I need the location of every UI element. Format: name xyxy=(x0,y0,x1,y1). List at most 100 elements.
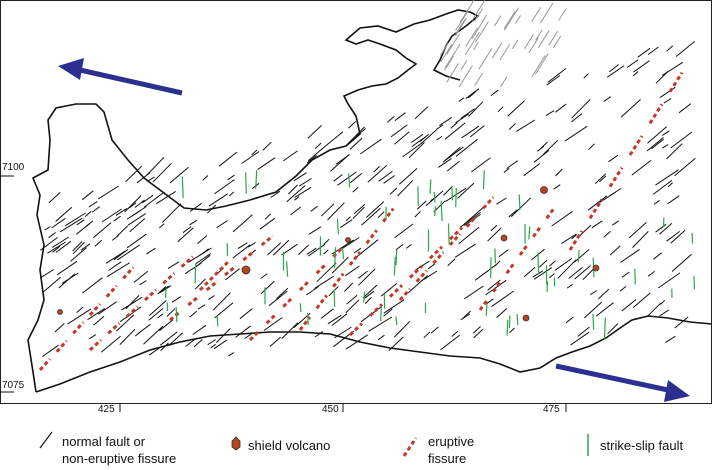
normal-fault-segment xyxy=(345,299,360,314)
normal-fault-segment xyxy=(632,292,651,308)
normal-fault-segment xyxy=(48,191,61,204)
normal-fault-segment xyxy=(281,322,299,339)
normal-fault-segment xyxy=(121,296,143,311)
normal-fault-segment xyxy=(105,250,126,264)
normal-fault-segment xyxy=(545,110,555,117)
strike-slip-segment xyxy=(451,187,454,201)
eruptive-fissure-segment xyxy=(213,270,220,277)
normal-fault-segment xyxy=(177,227,194,243)
offshore-fault-segment xyxy=(552,35,562,48)
normal-fault-segment xyxy=(666,45,674,52)
normal-fault-segment xyxy=(257,157,276,171)
normal-fault-segment xyxy=(675,41,696,57)
normal-fault-segment xyxy=(39,269,55,279)
normal-fault-segment xyxy=(487,227,502,242)
normal-fault-segment xyxy=(189,219,198,226)
normal-fault-segment xyxy=(554,257,573,271)
eruptive-fissure-segment xyxy=(648,103,664,125)
normal-fault-segment xyxy=(561,233,577,245)
eruptive-fissure-segment xyxy=(348,251,362,266)
normal-fault-segment xyxy=(503,168,510,173)
normal-fault-segment xyxy=(570,113,583,123)
offshore-fault-segment xyxy=(531,55,546,77)
normal-fault-segment xyxy=(80,243,91,251)
offshore-fault-segment xyxy=(440,42,450,56)
y-axis: 7100 7075 xyxy=(0,162,25,393)
shield-volcano-marker xyxy=(241,265,251,275)
eruptive-fissure-segment xyxy=(408,264,424,279)
normal-fault-segment xyxy=(55,206,73,222)
eruptive-fissure-segment xyxy=(260,234,274,247)
normal-fault-segment xyxy=(264,213,271,220)
normal-fault-segment xyxy=(92,222,112,239)
normal-fault-segment xyxy=(344,265,360,277)
eruptive-fissure-segment xyxy=(72,321,85,335)
strike-slip-segment xyxy=(395,316,398,326)
eruptive-fissure-segment xyxy=(518,243,530,256)
normal-fault-segment xyxy=(621,299,637,312)
strike-slip-segment xyxy=(518,194,521,211)
normal-fault-segment xyxy=(146,156,165,176)
normal-fault-segment xyxy=(620,248,640,263)
normal-fault-segment xyxy=(125,295,140,310)
offshore-fault-segment xyxy=(503,7,519,31)
normal-fault-segment xyxy=(225,268,240,281)
normal-fault-segment xyxy=(119,306,142,323)
normal-fault-segment xyxy=(490,224,498,232)
normal-fault-segment xyxy=(352,206,365,220)
normal-fault-segment xyxy=(509,327,515,333)
normal-fault-segment xyxy=(633,60,650,73)
normal-fault-segment xyxy=(388,336,404,351)
normal-fault-segment xyxy=(583,73,589,79)
extension-arrow-east xyxy=(555,363,669,393)
eruptive-fissure-segment xyxy=(298,278,312,292)
normal-fault-segment xyxy=(607,323,619,335)
strike-slip-segment xyxy=(482,170,485,190)
legend-label-eruptive-fissure-2: fissure xyxy=(428,451,466,466)
normal-fault-segment xyxy=(465,88,480,100)
normal-fault-segment xyxy=(398,168,418,185)
normal-fault-segment xyxy=(516,119,536,132)
normal-fault-segment xyxy=(620,99,641,118)
normal-fault-segment xyxy=(361,207,381,226)
normal-fault-segment xyxy=(460,108,475,119)
shield-volcano-marker xyxy=(500,234,508,242)
normal-fault-segment xyxy=(659,222,673,235)
offshore-fault-segment xyxy=(473,41,479,51)
eruptive-fissure-segment xyxy=(382,207,395,223)
strike-slip-segment xyxy=(393,256,396,276)
normal-fault-segment xyxy=(194,278,206,290)
normal-fault-segment xyxy=(611,220,620,226)
normal-fault-segment xyxy=(314,142,322,150)
strike-slip-segment xyxy=(299,303,302,312)
normal-fault-segment xyxy=(228,191,235,197)
normal-fault-segment xyxy=(88,201,98,208)
normal-fault-segment xyxy=(147,176,155,182)
normal-fault-segment xyxy=(595,302,614,317)
normal-fault-segment xyxy=(247,242,256,248)
strike-slip-segment xyxy=(255,170,258,189)
normal-fault-segment xyxy=(670,131,693,149)
normal-fault-segment xyxy=(113,248,129,261)
normal-fault-segment xyxy=(72,241,85,255)
normal-fault-segment xyxy=(232,244,251,259)
eruptive-fissure-segment xyxy=(198,285,205,292)
normal-fault-segment xyxy=(628,222,647,239)
eruptive-fissure-segment xyxy=(315,294,328,310)
normal-fault-segment xyxy=(168,332,184,346)
eruptive-fissure-segment xyxy=(107,322,121,335)
normal-fault-segment xyxy=(457,182,475,199)
normal-fault-segment xyxy=(533,150,550,163)
strike-slip-segment xyxy=(537,252,540,275)
x-tick-label: 475 xyxy=(543,404,560,415)
normal-fault-segment xyxy=(402,142,423,158)
normal-fault-segment xyxy=(210,343,216,349)
normal-fault-segment xyxy=(197,235,208,244)
normal-fault-segment xyxy=(660,299,666,305)
normal-fault-segment xyxy=(666,230,680,242)
eruptive-fissures xyxy=(38,71,684,372)
arrowhead-east-icon xyxy=(664,380,690,402)
normal-fault-segment xyxy=(208,193,228,207)
normal-fault-segment xyxy=(117,244,140,261)
eruptive-fissure-segment xyxy=(242,249,256,262)
